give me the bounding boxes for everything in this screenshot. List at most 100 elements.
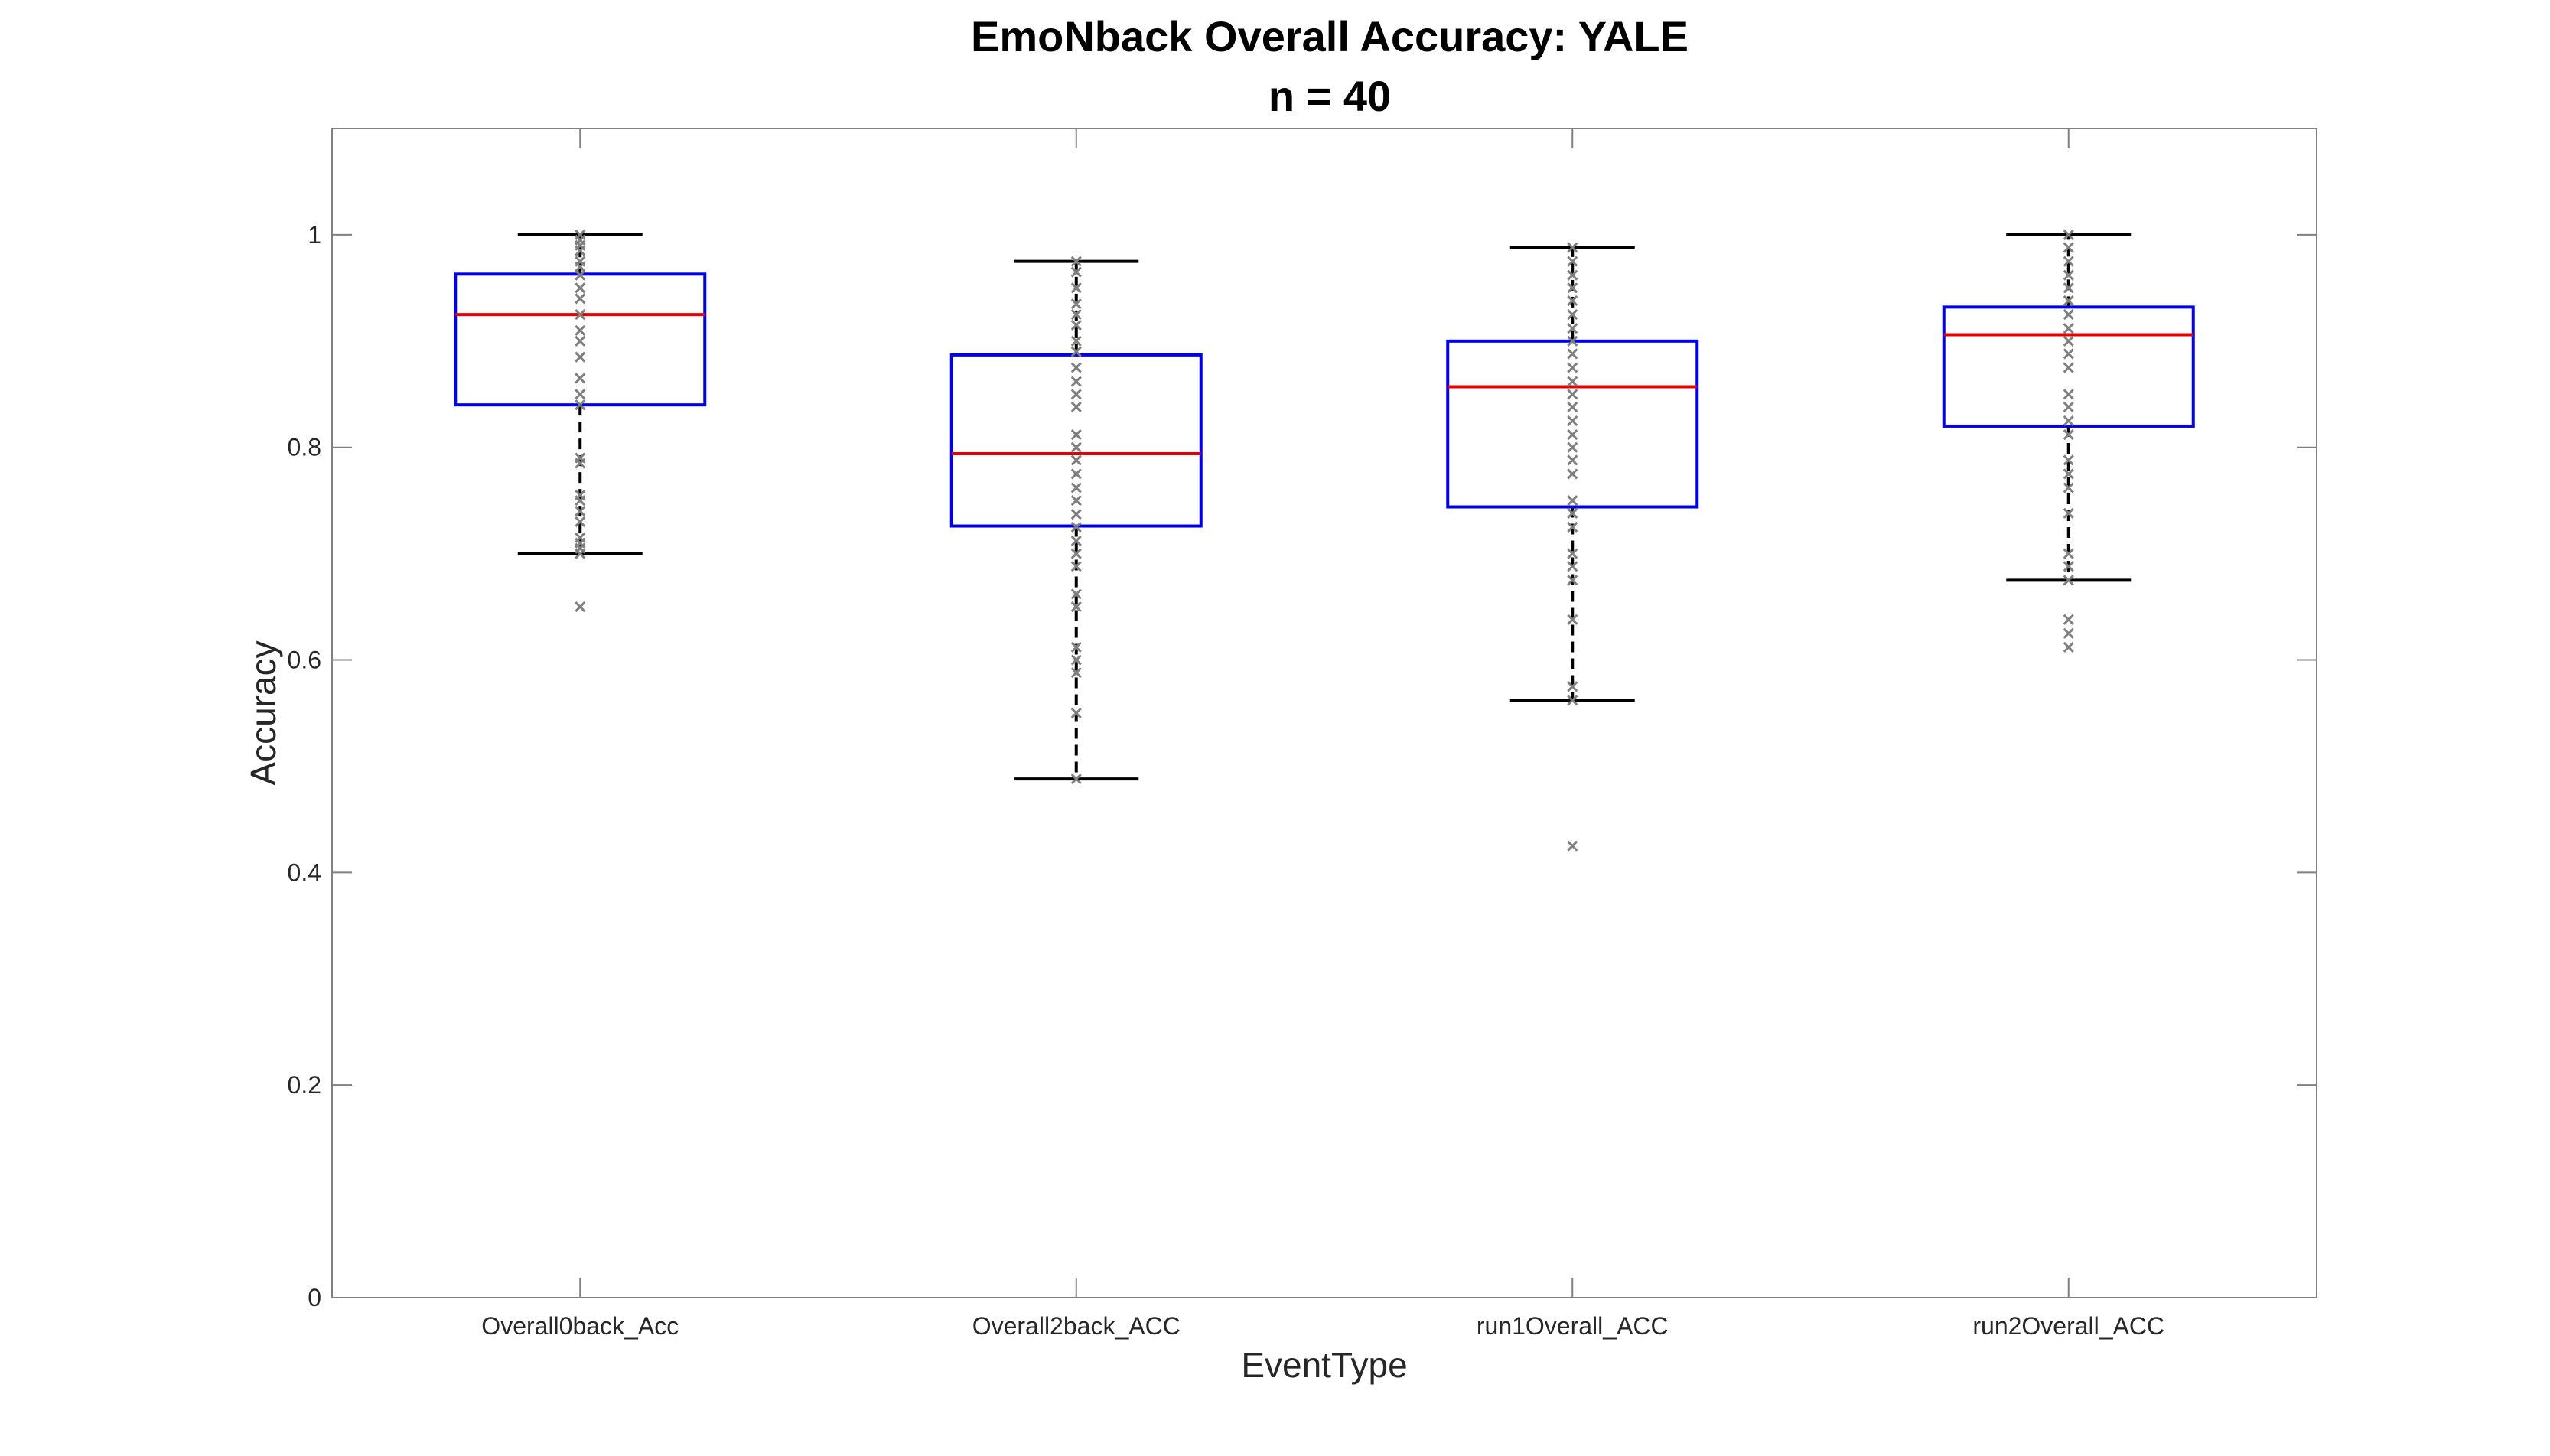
data-point — [2063, 415, 2074, 427]
data-point-stroke — [1070, 335, 1082, 347]
data-point-stroke — [2063, 242, 2074, 253]
data-points — [575, 229, 586, 613]
data-point-stroke — [1567, 454, 1578, 466]
data-point — [1567, 495, 1578, 507]
data-point-stroke — [2063, 561, 2074, 572]
data-point — [1070, 707, 1082, 719]
data-point — [1070, 548, 1082, 559]
data-point — [1070, 521, 1082, 533]
data-point — [1070, 376, 1082, 387]
data-point — [1070, 319, 1082, 331]
data-points — [2063, 229, 2074, 653]
data-point-stroke — [1070, 707, 1082, 719]
data-point-stroke — [1070, 667, 1082, 679]
data-point-stroke — [575, 324, 586, 336]
data-point-stroke — [1567, 428, 1578, 441]
data-point — [2063, 641, 2074, 653]
data-point — [1567, 335, 1578, 347]
data-point — [1567, 548, 1578, 559]
data-point-stroke — [1567, 840, 1578, 852]
data-point-stroke — [1567, 507, 1578, 519]
data-point-stroke — [575, 495, 586, 507]
data-point — [1567, 507, 1578, 519]
data-point — [1070, 401, 1082, 413]
data-point — [1070, 774, 1082, 785]
data-point-stroke — [1567, 295, 1578, 307]
data-point-stroke — [1567, 323, 1578, 334]
data-point — [1567, 521, 1578, 533]
data-point-stroke — [1070, 548, 1082, 559]
data-point-stroke — [575, 373, 586, 384]
data-point-stroke — [1070, 535, 1082, 547]
x-tick-label: Overall2back_ACC — [972, 1312, 1181, 1340]
data-point — [575, 269, 586, 281]
data-point — [1070, 468, 1082, 480]
data-point-stroke — [575, 282, 586, 294]
data-point — [575, 458, 586, 469]
data-point-stroke — [1567, 521, 1578, 533]
data-point-stroke — [2063, 348, 2074, 360]
y-axis-label: Accuracy — [243, 640, 283, 785]
data-point — [2063, 323, 2074, 334]
data-point — [1070, 441, 1082, 453]
data-point — [2063, 282, 2074, 294]
data-point — [575, 261, 586, 272]
data-point — [575, 293, 586, 305]
data-point-stroke — [575, 293, 586, 305]
data-point-stroke — [1070, 495, 1082, 507]
data-point — [2063, 627, 2074, 639]
data-point-stroke — [2063, 335, 2074, 347]
data-point-stroke — [1070, 588, 1082, 600]
data-point — [1567, 840, 1578, 852]
data-point — [1070, 282, 1082, 294]
data-point-stroke — [1567, 335, 1578, 347]
data-point-stroke — [1567, 389, 1578, 400]
data-point-stroke — [1567, 681, 1578, 692]
data-point-stroke — [1070, 389, 1082, 400]
data-point — [1567, 681, 1578, 692]
data-point-stroke — [1567, 362, 1578, 373]
data-point — [1070, 428, 1082, 441]
data-point-stroke — [1070, 266, 1082, 278]
data-point-stroke — [2063, 641, 2074, 653]
data-point — [1567, 242, 1578, 253]
data-point-stroke — [1070, 654, 1082, 666]
data-point — [575, 324, 586, 336]
data-point — [1070, 601, 1082, 613]
data-point-stroke — [575, 389, 586, 400]
data-point-stroke — [1070, 282, 1082, 294]
y-tick-label: 0.8 — [288, 434, 321, 461]
y-tick-label: 0.4 — [288, 858, 321, 886]
data-point — [1070, 482, 1082, 493]
data-point — [1567, 401, 1578, 413]
data-points — [1070, 256, 1082, 785]
plot-area — [331, 128, 2317, 1298]
data-point-stroke — [1070, 346, 1082, 357]
data-point — [1567, 454, 1578, 466]
data-point — [575, 399, 586, 411]
data-point — [1070, 495, 1082, 507]
x-axis: Overall0back_Acc Overall2back_ACC run1Over… — [481, 129, 2164, 1340]
data-point — [575, 351, 586, 363]
data-point-stroke — [1567, 348, 1578, 360]
data-point — [1567, 575, 1578, 586]
chart-subtitle: n = 40 — [1268, 72, 1391, 120]
data-point-stroke — [1567, 548, 1578, 559]
data-point-stroke — [575, 601, 586, 613]
chart-title: EmoNback Overall Accuracy: YALE — [971, 12, 1689, 60]
data-point — [2063, 507, 2074, 519]
data-point — [1567, 348, 1578, 360]
data-point-stroke — [1070, 454, 1082, 466]
data-point — [1070, 509, 1082, 520]
data-point — [575, 495, 586, 507]
data-point-stroke — [1070, 441, 1082, 453]
data-point-stroke — [1070, 309, 1082, 321]
data-point — [2063, 242, 2074, 253]
data-point — [2063, 548, 2074, 559]
data-point — [1070, 561, 1082, 572]
data-point — [1567, 561, 1578, 572]
data-point — [575, 373, 586, 384]
data-point-stroke — [2063, 229, 2074, 240]
